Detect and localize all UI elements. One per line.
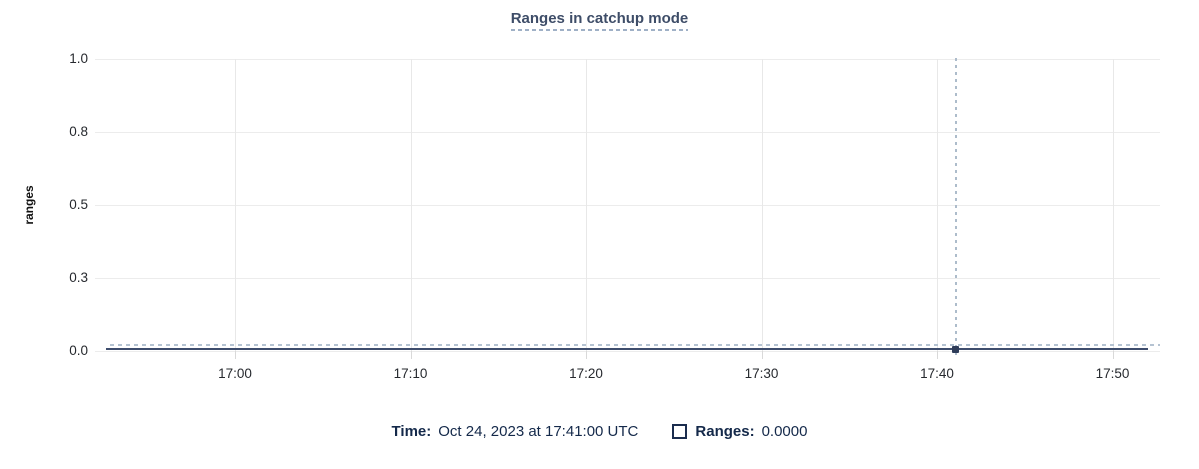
legend-series-label: Ranges: [695, 423, 755, 440]
gridline-vertical [937, 59, 938, 351]
legend-time-group: Time: Oct 24, 2023 at 17:41:00 UTC [392, 423, 639, 440]
y-tick-label: 1.0 [69, 51, 88, 66]
ranges-series-line [106, 348, 1148, 350]
gridline-vertical [761, 59, 763, 351]
x-tick-label: 17:40 [920, 366, 954, 381]
legend-series-value: 0.0000 [761, 423, 808, 440]
gridline-vertical [410, 59, 412, 351]
x-tick-label: 17:50 [1095, 366, 1130, 381]
gridline-vertical [1112, 59, 1114, 351]
gridline-horizontal [95, 351, 1160, 352]
ranges-series-checkbox-icon[interactable] [672, 424, 688, 439]
gridline-horizontal [95, 132, 1160, 133]
x-axis-tick [235, 351, 236, 359]
y-tick-label: 0.5 [69, 197, 88, 212]
gridline-horizontal [95, 205, 1160, 206]
y-tick-label: 0.8 [69, 124, 88, 139]
y-tick-label: 0.0 [69, 343, 88, 358]
hover-point-marker [952, 346, 959, 353]
legend-series-group: Ranges: 0.0000 [672, 423, 807, 440]
x-tick-label: 17:30 [744, 366, 779, 381]
x-axis-tick [937, 351, 938, 359]
x-axis-tick [1112, 351, 1114, 359]
chart-title-row: Ranges in catchup mode [0, 10, 1199, 31]
x-tick-label: 17:00 [218, 366, 252, 381]
x-axis-tick [410, 351, 412, 359]
x-tick-label: 17:10 [393, 366, 428, 381]
legend-time-label: Time: [391, 423, 432, 440]
x-axis-tick [586, 351, 587, 359]
plot-area[interactable] [95, 59, 1160, 352]
chart-title[interactable]: Ranges in catchup mode [510, 10, 689, 31]
legend-time-value: Oct 24, 2023 at 17:41:00 UTC [438, 423, 639, 440]
gridline-vertical [586, 59, 587, 351]
x-tick-label: 17:20 [569, 366, 603, 381]
y-tick-label: 0.3 [69, 270, 88, 285]
y-axis-title: ranges [22, 185, 36, 225]
gridline-horizontal [95, 278, 1160, 279]
gridline-horizontal [95, 59, 1160, 60]
horizontal-dashed-guideline [110, 344, 1160, 346]
hover-legend: Time: Oct 24, 2023 at 17:41:00 UTC Range… [0, 423, 1199, 440]
x-axis-tick [761, 351, 763, 359]
hover-crosshair-line [955, 58, 957, 355]
gridline-vertical [235, 59, 236, 351]
